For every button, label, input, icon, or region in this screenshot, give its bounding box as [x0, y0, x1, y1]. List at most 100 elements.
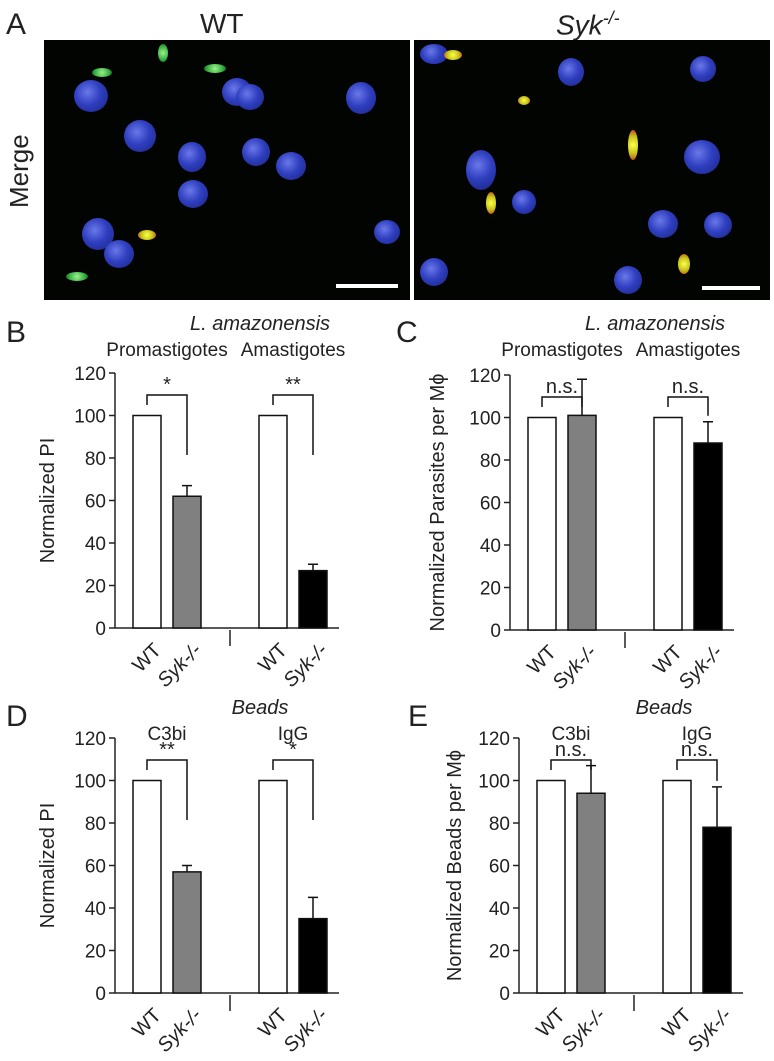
group-label: IgG	[682, 724, 713, 745]
parasite-green	[204, 64, 226, 73]
significance-bracket	[550, 759, 592, 770]
y-tick-label: 100	[74, 772, 106, 793]
bar	[172, 871, 202, 994]
y-tick-label: 60	[85, 492, 106, 513]
significance-label: *	[163, 374, 171, 396]
micrograph-syk	[414, 40, 770, 300]
y-axis-label: Normalized PI	[37, 438, 59, 564]
group-label: C3bi	[551, 724, 590, 745]
group-label: Amastigotes	[636, 340, 741, 361]
panel-letter-e: E	[408, 700, 429, 733]
significance-bracket	[667, 396, 709, 416]
y-tick-label: 120	[74, 364, 106, 385]
y-tick-label: 80	[85, 814, 106, 835]
nucleus	[420, 258, 448, 286]
parasite-green	[92, 68, 112, 77]
micrograph-wt	[44, 40, 410, 300]
parasite-yellow	[678, 254, 690, 274]
chart-title: L. amazonensis	[190, 313, 330, 335]
group-label: Promastigotes	[501, 340, 622, 361]
x-tick-label: Syk-/-	[557, 1004, 610, 1057]
significance-bracket	[676, 759, 718, 781]
x-tick-label: Syk-/-	[683, 1004, 736, 1057]
panel-letter-c: C	[396, 316, 418, 349]
y-tick-label: 100	[469, 409, 501, 430]
y-tick-label: 0	[95, 984, 106, 1005]
significance-bracket	[146, 394, 188, 455]
nucleus	[614, 266, 642, 294]
nucleus	[124, 120, 156, 152]
y-tick-label: 120	[74, 729, 106, 750]
parasite-yellow	[628, 130, 638, 160]
y-tick-label: 0	[490, 621, 501, 642]
nucleus	[690, 56, 716, 82]
bar	[702, 826, 732, 994]
bar	[132, 779, 162, 994]
parasite-yellow	[138, 230, 156, 240]
y-tick-label: 40	[85, 899, 106, 920]
y-tick-label: 60	[85, 857, 106, 878]
group-label: C3bi	[147, 724, 186, 745]
bar	[576, 792, 606, 994]
chart-title: L. amazonensis	[585, 313, 725, 335]
nucleus	[558, 58, 584, 86]
nucleus	[178, 142, 206, 172]
y-axis-label: Normalized Beads per Mϕ	[444, 750, 466, 981]
bar	[693, 442, 723, 631]
y-tick-label: 20	[85, 942, 106, 963]
y-axis-label: Normalized Parasites per Mϕ	[427, 374, 449, 632]
y-tick-label: 80	[85, 449, 106, 470]
nucleus	[648, 210, 678, 238]
parasite-yellow	[444, 50, 462, 60]
scale-bar	[702, 286, 760, 290]
bar	[172, 495, 202, 629]
chart-title: Beads	[636, 697, 693, 719]
nucleus	[236, 84, 264, 110]
bar	[662, 779, 692, 994]
significance-label: n.s.	[555, 739, 587, 761]
y-tick-label: 60	[480, 494, 501, 515]
nucleus	[420, 44, 448, 64]
group-label: Amastigotes	[241, 340, 346, 361]
nucleus	[276, 152, 306, 180]
significance-label: **	[159, 739, 175, 761]
significance-bracket	[272, 394, 314, 455]
nucleus	[466, 150, 496, 190]
chart-title: Beads	[232, 697, 289, 719]
bar	[536, 779, 566, 994]
bar	[653, 416, 683, 631]
panel-letter-b: B	[6, 316, 27, 349]
nucleus	[104, 240, 134, 268]
y-tick-label: 40	[480, 536, 501, 557]
panel-letter-d: D	[6, 700, 28, 733]
y-tick-label: 20	[489, 942, 510, 963]
y-tick-label: 100	[478, 772, 510, 793]
scale-bar	[336, 284, 398, 288]
bar	[567, 414, 597, 631]
y-tick-label: 40	[489, 899, 510, 920]
significance-label: **	[285, 374, 301, 396]
significance-label: n.s.	[546, 376, 578, 398]
y-tick-label: 120	[469, 366, 501, 387]
nucleus	[512, 190, 536, 214]
y-tick-label: 80	[489, 814, 510, 835]
group-label: Promastigotes	[106, 340, 227, 361]
y-tick-label: 20	[480, 579, 501, 600]
significance-bracket	[146, 759, 188, 820]
significance-label: *	[289, 739, 297, 761]
y-tick-label: 120	[478, 729, 510, 750]
parasite-green	[66, 272, 88, 281]
y-tick-label: 40	[85, 534, 106, 555]
y-tick-label: 80	[480, 451, 501, 472]
y-tick-label: 0	[95, 619, 106, 640]
significance-bracket	[272, 759, 314, 820]
significance-label: n.s.	[681, 739, 713, 761]
nucleus	[178, 180, 208, 208]
nucleus	[242, 138, 270, 166]
group-label: IgG	[278, 724, 309, 745]
bar	[298, 569, 328, 629]
bar	[527, 416, 557, 631]
parasite-yellow	[486, 192, 496, 214]
y-tick-label: 100	[74, 407, 106, 428]
